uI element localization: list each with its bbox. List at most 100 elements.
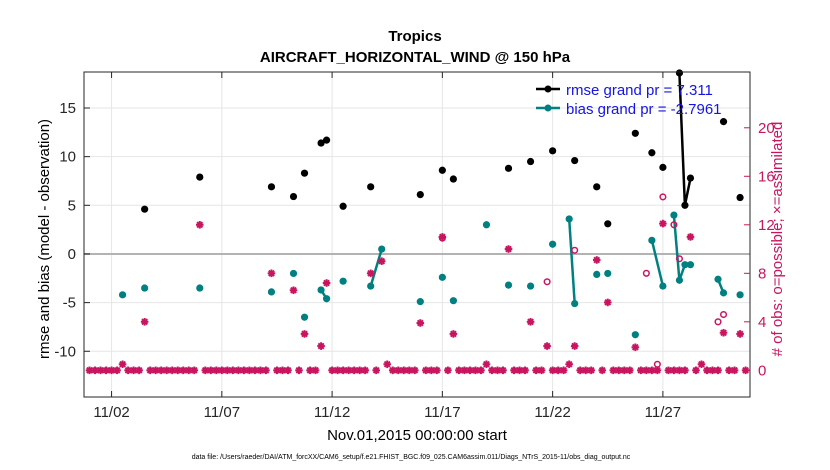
bias-point <box>670 211 678 219</box>
bias-point <box>571 299 579 308</box>
x-tick-label: 11/22 <box>534 404 570 421</box>
bias-point <box>565 215 573 223</box>
obs-possible-point <box>714 318 722 326</box>
y-right-tick-label: 16 <box>758 168 775 185</box>
plot-frame <box>83 71 751 398</box>
rmse-point <box>604 220 612 228</box>
rmse-point <box>300 169 309 177</box>
obs-possible-point <box>653 360 661 368</box>
bias-point <box>681 261 689 269</box>
legend: rmse grand pr = 7.311 bias grand pr = -2… <box>536 82 722 118</box>
obs-assimilated-point <box>499 366 507 375</box>
obs-assimilated-point <box>118 360 127 369</box>
obs-assimilated-point <box>455 366 463 375</box>
obs-possible-point <box>675 255 683 263</box>
rmse-point <box>719 118 728 126</box>
obs-assimilated-point <box>195 220 204 229</box>
bias-point <box>549 240 557 248</box>
y-axis-right-label: # of obs: o=possible; ×=assimilated <box>769 122 786 357</box>
obs-assimilated-point <box>306 366 314 375</box>
obs-assimilated-point <box>438 233 447 241</box>
obs-assimilated-point <box>234 366 243 375</box>
rmse-point <box>631 129 639 137</box>
rmse-point <box>571 156 579 165</box>
obs-assimilated-point <box>300 330 309 338</box>
obs-assimilated-point <box>433 366 441 375</box>
obs-assimilated-point <box>289 286 298 295</box>
obs-assimilated-point <box>488 366 496 375</box>
obs-assimilated-point <box>543 342 551 350</box>
legend-bias-marker <box>544 104 552 112</box>
y-right-tick-label: 4 <box>758 314 766 331</box>
bias-point <box>504 281 513 289</box>
rmse-point <box>416 191 424 199</box>
obs-assimilated-point <box>548 366 557 375</box>
rmse-point <box>504 164 513 172</box>
obs-assimilated-point <box>311 366 320 375</box>
data-file-footnote: data file: /Users/raeder/DAI/ATM_forcXX/… <box>192 454 631 461</box>
obs-possible-point <box>659 193 667 201</box>
obs-assimilated-point <box>686 233 695 241</box>
obs-assimilated-point <box>444 366 452 375</box>
obs-assimilated-point <box>388 366 397 375</box>
obs-assimilated-point <box>113 366 121 375</box>
y-tick-label: 10 <box>59 149 76 166</box>
obs-assimilated-point <box>449 330 458 338</box>
bias-point <box>141 284 149 292</box>
obs-assimilated-point <box>91 366 99 375</box>
obs-assimilated-point <box>521 366 529 375</box>
obs-assimilated-point <box>708 366 717 375</box>
grid-layer <box>84 72 750 397</box>
rmse-point <box>736 193 744 202</box>
bias-point <box>482 221 491 229</box>
obs-assimilated-point <box>96 366 105 375</box>
obs-assimilated-point <box>714 366 722 375</box>
y-right-tick-label: 12 <box>758 217 775 234</box>
obs-assimilated-point <box>587 366 596 375</box>
rmse-point <box>141 205 149 213</box>
obs-assimilated-point <box>190 366 199 375</box>
bias-point <box>686 261 695 269</box>
bias-line-segment <box>369 248 383 287</box>
rmse-point <box>593 183 601 191</box>
bias-point <box>593 270 601 278</box>
obs-assimilated-point <box>570 342 579 350</box>
rmse-point <box>675 69 684 77</box>
obs-assimilated-point <box>223 366 232 375</box>
obs-assimilated-point <box>659 219 667 228</box>
rmse-point <box>196 173 204 181</box>
obs-assimilated-point <box>592 256 601 264</box>
obs-assimilated-point <box>653 366 662 375</box>
obs-assimilated-point <box>477 366 485 375</box>
bias-point <box>438 273 446 281</box>
rmse-point <box>267 183 276 191</box>
x-tick-label: 11/02 <box>93 404 129 421</box>
obs-assimilated-point <box>692 366 700 375</box>
rmse-point <box>438 166 446 174</box>
obs-assimilated-point <box>626 366 634 375</box>
bias-point <box>526 282 535 290</box>
obs-assimilated-point <box>620 366 629 375</box>
obs-assimilated-point <box>631 343 640 352</box>
obs-assimilated-point <box>240 366 248 375</box>
obs-assimilated-point <box>410 366 419 375</box>
bias-point <box>322 295 331 303</box>
bias-point <box>449 297 457 305</box>
bias-point <box>317 286 325 294</box>
rmse-point <box>339 202 347 210</box>
rmse-point <box>449 175 457 183</box>
bias-line-segment <box>650 240 665 287</box>
bias-point <box>378 245 386 253</box>
y-tick-label: 5 <box>68 197 76 214</box>
obs-assimilated-point <box>372 366 381 375</box>
obs-assimilated-point <box>361 366 369 375</box>
obs-assimilated-point <box>295 366 303 375</box>
obs-assimilated-point <box>322 279 331 287</box>
bias-point <box>289 269 298 278</box>
obs-assimilated-point <box>184 366 193 375</box>
obs-assimilated-point <box>317 342 325 350</box>
obs-assimilated-point <box>284 366 292 375</box>
obs-assimilated-point <box>267 269 276 278</box>
obs-assimilated-point <box>504 245 513 253</box>
